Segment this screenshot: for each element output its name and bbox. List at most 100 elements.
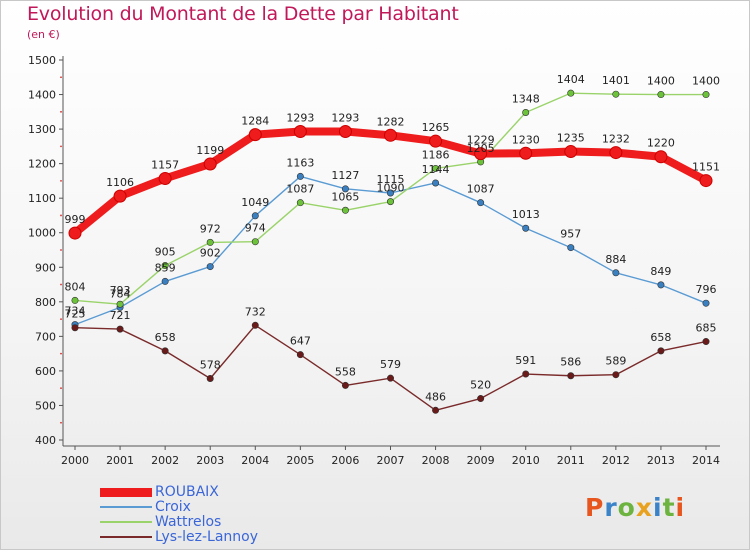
- legend-swatch: [100, 536, 152, 538]
- x-tick-label: 2009: [467, 454, 495, 467]
- proxiti-logo: Proxiti: [585, 493, 685, 522]
- data-point: [477, 395, 485, 403]
- series-points: [68, 89, 713, 414]
- logo-letter: i: [675, 493, 686, 522]
- data-point: [341, 206, 349, 214]
- y-tick-label: 600: [35, 365, 56, 378]
- y-tick-label: 1000: [28, 227, 56, 240]
- x-tick-label: 2003: [196, 454, 224, 467]
- data-point: [702, 338, 710, 346]
- data-point: [432, 179, 440, 187]
- data-point: [251, 238, 259, 246]
- data-label: 1235: [557, 132, 585, 145]
- y-tick-label: 1200: [28, 158, 56, 171]
- legend-swatch: [100, 521, 152, 523]
- data-point: [296, 351, 304, 359]
- data-point: [251, 212, 259, 220]
- data-label: 658: [155, 331, 176, 344]
- data-label: 849: [650, 265, 671, 278]
- data-label: 957: [560, 228, 581, 241]
- data-point: [702, 91, 710, 99]
- data-label: 905: [155, 246, 176, 259]
- data-label: 1400: [692, 75, 720, 88]
- data-label: 1230: [512, 133, 540, 146]
- y-minor-tick: [60, 283, 62, 286]
- data-point: [386, 189, 394, 197]
- data-point: [522, 370, 530, 378]
- data-point: [293, 125, 307, 139]
- data-label: 1157: [151, 158, 179, 171]
- data-label: 1293: [331, 112, 359, 125]
- x-tick-label: 2004: [241, 454, 269, 467]
- x-tick-label: 2002: [151, 454, 179, 467]
- data-point: [609, 146, 623, 160]
- data-point: [567, 244, 575, 252]
- data-label: 647: [290, 335, 311, 348]
- data-point: [612, 90, 620, 98]
- data-label: 1049: [241, 196, 269, 209]
- data-point: [341, 185, 349, 193]
- data-label: 784: [110, 287, 131, 300]
- y-tick-label: 500: [35, 399, 56, 412]
- data-point: [657, 281, 665, 289]
- data-label: 1400: [647, 75, 675, 88]
- data-label: 1220: [647, 137, 675, 150]
- data-label: 974: [245, 222, 266, 235]
- data-label: 520: [470, 379, 491, 392]
- y-tick-label: 900: [35, 261, 56, 274]
- data-label: 734: [65, 305, 86, 318]
- data-point: [477, 199, 485, 207]
- data-point: [71, 324, 79, 332]
- data-point: [116, 325, 124, 333]
- data-point: [71, 296, 79, 304]
- data-label: 793: [110, 284, 131, 297]
- y-minor-tick: [60, 249, 62, 251]
- data-label: 1163: [286, 156, 314, 169]
- y-tick-label: 800: [35, 296, 56, 309]
- legend-label: ROUBAIX: [155, 484, 219, 500]
- data-point: [206, 263, 214, 271]
- data-point: [161, 277, 169, 285]
- legend-swatch: [100, 506, 152, 508]
- data-label: 1013: [512, 208, 540, 221]
- y-minor-tick: [60, 214, 62, 217]
- data-point: [567, 89, 575, 97]
- y-minor-tick: [60, 180, 62, 182]
- data-label: 1106: [106, 176, 134, 189]
- data-point: [296, 199, 304, 207]
- data-label: 902: [200, 247, 221, 260]
- logo-letter: P: [585, 493, 605, 522]
- x-tick-label: 2010: [512, 454, 540, 467]
- data-point: [657, 347, 665, 355]
- data-point: [474, 147, 488, 161]
- data-label: 1144: [422, 163, 450, 176]
- data-point: [116, 300, 124, 308]
- y-tick-label: 400: [35, 434, 56, 447]
- x-tick-label: 2014: [692, 454, 720, 467]
- x-tick-label: 2000: [61, 454, 89, 467]
- y-tick-label: 1500: [28, 54, 56, 67]
- x-tick-label: 2006: [331, 454, 359, 467]
- data-point: [113, 189, 127, 203]
- data-label: 591: [515, 354, 536, 367]
- data-label: 1348: [512, 93, 540, 106]
- x-tick-label: 2011: [557, 454, 585, 467]
- data-point: [248, 128, 262, 142]
- data-label: 1401: [602, 74, 630, 87]
- data-label: 579: [380, 358, 401, 371]
- x-tick-label: 2005: [286, 454, 314, 467]
- logo-letter: r: [604, 493, 618, 522]
- x-tick-label: 2008: [422, 454, 450, 467]
- data-label: 1199: [196, 144, 224, 157]
- logo-letter: o: [617, 493, 636, 522]
- data-label: 486: [425, 390, 446, 403]
- legend-label: Lys-lez-Lannoy: [155, 529, 259, 545]
- data-point: [161, 347, 169, 355]
- data-label: 1229: [467, 134, 495, 147]
- data-label: 589: [605, 355, 626, 368]
- y-tick-label: 1400: [28, 89, 56, 102]
- data-point: [68, 226, 82, 240]
- data-label: 1065: [331, 190, 359, 203]
